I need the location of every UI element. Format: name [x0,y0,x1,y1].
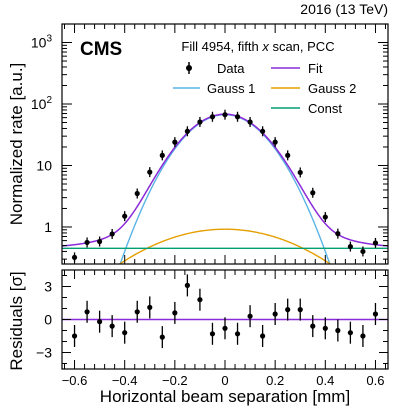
data-point [285,152,291,158]
legend-label-fit: Fit [308,61,323,76]
residual-point [222,325,228,331]
experiment-label: CMS [80,39,122,60]
residual-point [71,333,78,339]
x-tick-label: 0.2 [266,373,284,388]
residual-point [372,311,379,317]
gauss2-curve [118,228,332,264]
x-tick-label: 0.4 [316,373,334,388]
x-axis-label: Horizontal beam separation [mm] [100,387,350,406]
data-point [272,139,278,145]
tick-base: 10 [31,96,47,112]
data-point [310,190,316,196]
residual-point [184,282,190,288]
annotation-part: x [261,39,269,54]
bottom-panel-plot: −0.6 −0.4 −0.2 0 0.2 0.4 0.6 −3 0 3 [36,270,388,388]
residual-point [335,327,341,334]
data-point [147,169,153,175]
legend-data-marker [186,65,192,71]
residual-point [109,323,115,329]
bottom-y-tick-label: −3 [36,345,52,361]
residual-point [84,309,90,315]
tick-base: 10 [31,35,47,51]
data-point [109,231,115,237]
data-point [347,243,353,250]
residual-point [159,334,165,340]
top-y-axis-label: Normalized rate [a.u.] [7,63,26,226]
data-point [322,214,328,220]
bottom-y-tick-label: 3 [44,279,52,295]
energy-label: 2016 (13 TeV) [300,1,388,17]
residual-point [134,309,140,315]
x-tick-label: −0.2 [162,373,188,388]
x-tick-label: 0.6 [366,373,384,388]
residual-point [260,333,266,339]
gauss1-curve [119,113,331,264]
top-y-tick-label: 1 [44,219,52,235]
legend-label-data: Data [217,61,245,76]
fit-curves [62,113,388,264]
data-point [122,213,128,219]
annotation-part: scan, PCC [269,39,335,54]
residual-point [234,331,241,337]
bottom-y-axis-label: Residuals [σ] [7,271,26,370]
residual-point [172,310,178,316]
residual-point [97,319,103,325]
x-tick-label: −0.6 [62,373,88,388]
residual-point [360,333,366,339]
top-y-tick-label: 10 [36,157,52,173]
residual-point [197,297,203,303]
data-point [172,139,178,145]
residual-point [322,325,328,331]
residual-point [297,307,303,313]
data-point [360,248,366,255]
residual-point [147,304,153,310]
top-y-tick-label: 102 [31,95,53,112]
data-point [234,114,241,120]
x-tick-label: −0.4 [112,373,138,388]
residual-point [272,311,278,317]
top-y-tick-label: 103 [31,34,53,51]
data-point [184,128,190,134]
data-point [335,231,341,237]
residual-point [122,330,128,336]
legend: Data Fit Gauss 1 Gauss 2 Const [173,61,356,116]
scan-annotation: Fill 4954, fifth x scan, PCC [181,39,334,54]
data-point [222,112,228,118]
data-point [84,239,90,246]
fit-curve [62,113,388,247]
data-point [134,190,140,197]
data-point [297,169,303,176]
data-point [372,240,379,246]
tick-exponent: 2 [46,95,52,106]
residual-point [285,307,291,313]
legend-label-gauss1: Gauss 1 [207,81,255,96]
data-point [247,119,253,125]
data-point [97,238,103,245]
data-point [159,152,165,158]
tick-exponent: 3 [46,34,52,45]
residual-point [310,323,316,329]
x-tick-label: 0 [221,373,228,388]
residual-point [209,331,216,337]
legend-label-gauss2: Gauss 2 [308,81,356,96]
bottom-y-tick-label: 0 [44,312,52,328]
data-point [197,119,203,125]
residual-point [247,313,253,319]
legend-label-const: Const [308,101,342,116]
residual-point [347,330,353,336]
annotation-part: Fill 4954, fifth [181,39,262,54]
data-point [260,128,266,134]
top-panel-frame [61,23,389,265]
data-point [209,114,216,120]
bottom-panel-frame [61,269,389,370]
